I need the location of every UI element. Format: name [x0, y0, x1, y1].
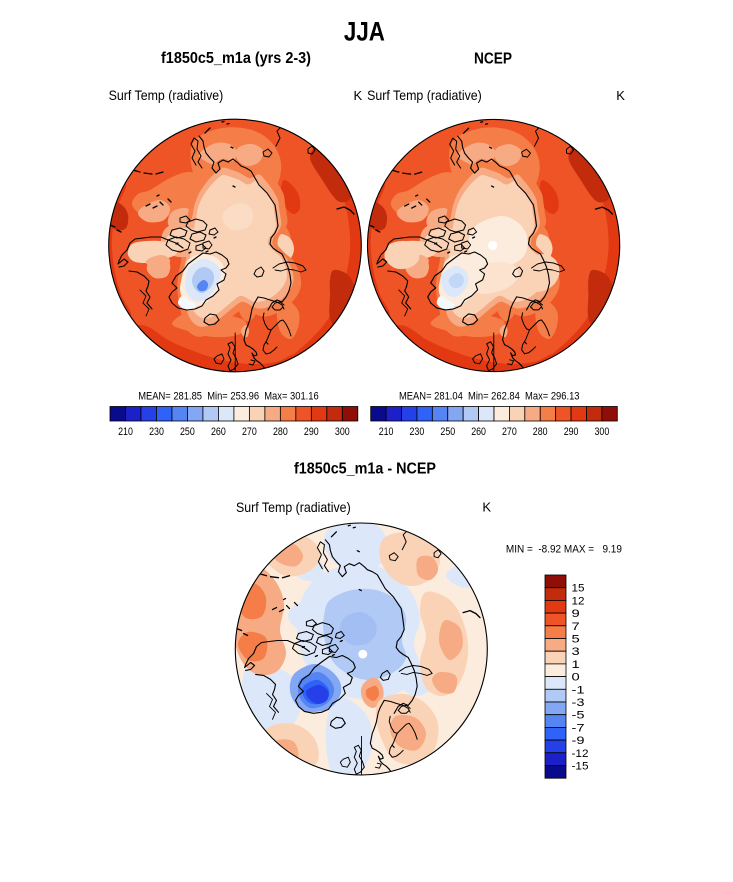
- svg-text:250: 250: [440, 426, 455, 438]
- svg-text:Surf Temp (radiative): Surf Temp (radiative): [367, 87, 482, 103]
- svg-text:K: K: [354, 88, 363, 103]
- svg-text:f1850c5_m1a (yrs 2-3): f1850c5_m1a (yrs 2-3): [161, 50, 311, 67]
- svg-text:-9: -9: [572, 735, 585, 747]
- svg-text:290: 290: [564, 426, 579, 438]
- svg-text:f1850c5_m1a - NCEP: f1850c5_m1a - NCEP: [294, 461, 436, 478]
- svg-text:0: 0: [572, 672, 580, 684]
- svg-text:-15: -15: [572, 761, 589, 773]
- svg-text:K: K: [482, 500, 491, 515]
- svg-text:-1: -1: [572, 684, 585, 696]
- svg-text:250: 250: [180, 426, 195, 438]
- svg-text:230: 230: [149, 426, 164, 438]
- svg-text:-3: -3: [572, 697, 585, 709]
- svg-text:270: 270: [242, 426, 257, 438]
- svg-text:-12: -12: [572, 748, 589, 760]
- svg-text:K: K: [616, 88, 625, 103]
- svg-text:280: 280: [533, 426, 548, 438]
- svg-text:-5: -5: [572, 710, 585, 722]
- svg-text:260: 260: [471, 426, 486, 438]
- svg-text:270: 270: [502, 426, 517, 438]
- svg-text:15: 15: [572, 583, 585, 595]
- svg-text:JJA: JJA: [344, 16, 385, 46]
- svg-text:-7: -7: [572, 722, 585, 734]
- svg-text:MEAN= 281.85 Min= 253.96 Max: MEAN= 281.85 Min= 253.96 Max= 301.16: [138, 391, 319, 403]
- svg-text:260: 260: [211, 426, 226, 438]
- svg-text:NCEP: NCEP: [474, 50, 512, 67]
- svg-text:7: 7: [572, 621, 580, 633]
- svg-text:300: 300: [335, 426, 350, 438]
- svg-text:210: 210: [379, 426, 394, 438]
- svg-text:9: 9: [572, 608, 580, 620]
- svg-text:230: 230: [410, 426, 425, 438]
- svg-text:12: 12: [572, 595, 585, 607]
- svg-text:210: 210: [118, 426, 133, 438]
- svg-text:3: 3: [572, 646, 580, 658]
- svg-text:Surf Temp (radiative): Surf Temp (radiative): [109, 87, 224, 103]
- svg-text:280: 280: [273, 426, 288, 438]
- svg-text:MIN = -8.92 MAX = 9.19: MIN = -8.92 MAX = 9.19: [506, 544, 622, 556]
- svg-text:300: 300: [595, 426, 610, 438]
- svg-text:290: 290: [304, 426, 319, 438]
- svg-text:1: 1: [572, 659, 580, 671]
- svg-text:MEAN= 281.04 Min= 262.84 Max: MEAN= 281.04 Min= 262.84 Max= 296.13: [399, 391, 580, 403]
- svg-text:5: 5: [572, 634, 580, 646]
- svg-text:Surf Temp (radiative): Surf Temp (radiative): [236, 499, 351, 515]
